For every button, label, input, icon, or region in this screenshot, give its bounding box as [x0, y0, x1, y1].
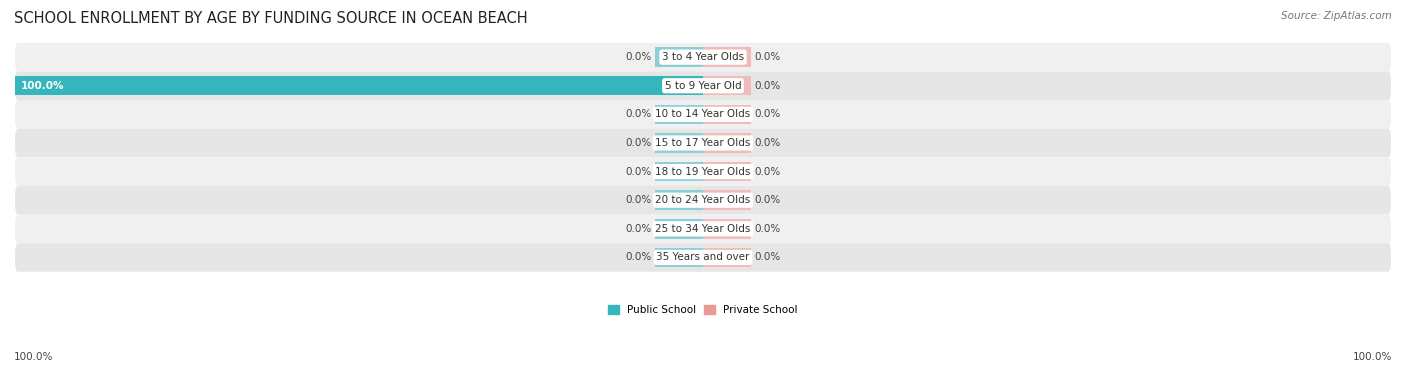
- Text: 0.0%: 0.0%: [755, 195, 780, 205]
- Bar: [655, 133, 703, 153]
- Text: 5 to 9 Year Old: 5 to 9 Year Old: [665, 81, 741, 91]
- Bar: [655, 162, 703, 181]
- FancyBboxPatch shape: [15, 215, 1391, 243]
- Text: 0.0%: 0.0%: [755, 52, 780, 62]
- Bar: [703, 105, 751, 124]
- Text: 0.0%: 0.0%: [755, 109, 780, 120]
- Text: 15 to 17 Year Olds: 15 to 17 Year Olds: [655, 138, 751, 148]
- FancyBboxPatch shape: [15, 186, 1391, 215]
- FancyBboxPatch shape: [15, 71, 1391, 100]
- Bar: [703, 48, 751, 67]
- Text: 0.0%: 0.0%: [626, 195, 651, 205]
- FancyBboxPatch shape: [15, 157, 1391, 186]
- Bar: [655, 105, 703, 124]
- Bar: [655, 48, 703, 67]
- Bar: [703, 162, 751, 181]
- Bar: [655, 248, 703, 267]
- FancyBboxPatch shape: [15, 129, 1391, 157]
- Text: 0.0%: 0.0%: [755, 167, 780, 176]
- Legend: Public School, Private School: Public School, Private School: [605, 300, 801, 319]
- Bar: [703, 190, 751, 210]
- FancyBboxPatch shape: [15, 43, 1391, 71]
- FancyBboxPatch shape: [15, 243, 1391, 272]
- Text: 35 Years and over: 35 Years and over: [657, 253, 749, 262]
- Bar: [703, 133, 751, 153]
- Bar: [703, 76, 751, 95]
- Text: 0.0%: 0.0%: [626, 224, 651, 234]
- Text: 100.0%: 100.0%: [21, 81, 65, 91]
- Text: 0.0%: 0.0%: [626, 109, 651, 120]
- Text: 100.0%: 100.0%: [14, 352, 53, 362]
- Text: 0.0%: 0.0%: [626, 52, 651, 62]
- Text: 0.0%: 0.0%: [755, 253, 780, 262]
- Text: 0.0%: 0.0%: [626, 167, 651, 176]
- Text: 25 to 34 Year Olds: 25 to 34 Year Olds: [655, 224, 751, 234]
- Text: 0.0%: 0.0%: [755, 224, 780, 234]
- Text: 0.0%: 0.0%: [626, 138, 651, 148]
- Bar: [703, 248, 751, 267]
- FancyBboxPatch shape: [15, 100, 1391, 129]
- Text: 100.0%: 100.0%: [1353, 352, 1392, 362]
- Bar: [15, 76, 703, 95]
- Text: 3 to 4 Year Olds: 3 to 4 Year Olds: [662, 52, 744, 62]
- Text: 0.0%: 0.0%: [755, 138, 780, 148]
- Bar: [655, 190, 703, 210]
- Text: 0.0%: 0.0%: [755, 81, 780, 91]
- Text: 10 to 14 Year Olds: 10 to 14 Year Olds: [655, 109, 751, 120]
- Text: 18 to 19 Year Olds: 18 to 19 Year Olds: [655, 167, 751, 176]
- Text: 20 to 24 Year Olds: 20 to 24 Year Olds: [655, 195, 751, 205]
- Text: Source: ZipAtlas.com: Source: ZipAtlas.com: [1281, 11, 1392, 21]
- Bar: [703, 219, 751, 239]
- Bar: [655, 219, 703, 239]
- Text: SCHOOL ENROLLMENT BY AGE BY FUNDING SOURCE IN OCEAN BEACH: SCHOOL ENROLLMENT BY AGE BY FUNDING SOUR…: [14, 11, 527, 26]
- Text: 0.0%: 0.0%: [626, 253, 651, 262]
